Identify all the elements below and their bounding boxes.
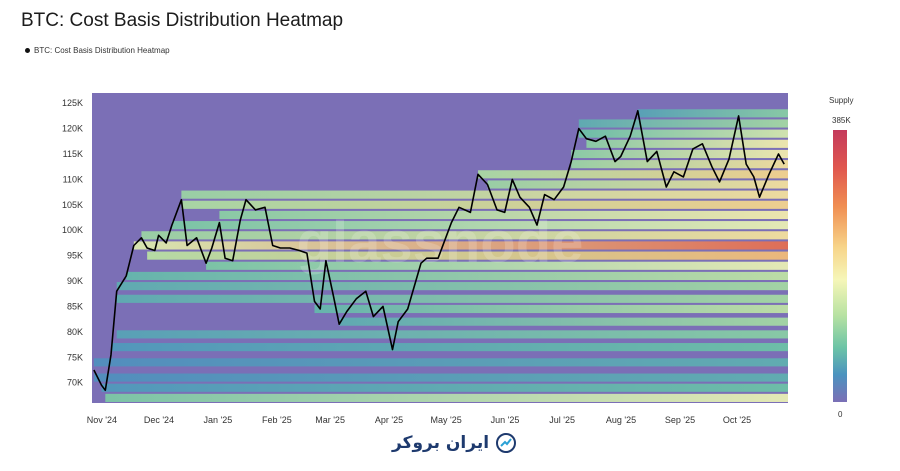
x-tick-label: May '25: [430, 415, 461, 425]
x-tick-label: Jan '25: [204, 415, 233, 425]
y-tick-label: 110K: [63, 174, 83, 184]
y-axis: 70K 75K 80K 85K 90K 95K 100K 105K 110K 115K 120K 12…: [62, 98, 83, 388]
heat-band: [478, 170, 788, 179]
heat-band: [219, 210, 788, 220]
x-tick-label: Jun '25: [491, 415, 520, 425]
heat-band: [93, 358, 789, 367]
heat-band: [105, 393, 789, 402]
y-tick-label: 85K: [67, 301, 83, 311]
legend[interactable]: BTC: Cost Basis Distribution Heatmap: [25, 46, 170, 55]
price-line: [93, 110, 785, 392]
legend-label: BTC: Cost Basis Distribution Heatmap: [34, 46, 170, 55]
heat-band: [586, 139, 788, 148]
price-line-layer: [93, 110, 785, 392]
x-tick-label: Sep '25: [665, 415, 695, 425]
y-tick-label: 90K: [67, 276, 83, 286]
heat-band: [571, 149, 788, 159]
heat-band: [126, 271, 789, 281]
heat-band: [206, 261, 788, 270]
heat-band: [339, 317, 788, 326]
heat-band: [93, 373, 789, 382]
heat-band: [171, 221, 789, 230]
heat-band: [314, 304, 788, 314]
x-tick-label: Feb '25: [262, 415, 292, 425]
heat-band: [116, 282, 788, 291]
colorbar-min-label: 0: [838, 410, 843, 419]
colorbar-title: Supply: [829, 96, 854, 105]
y-tick-label: 115K: [63, 149, 83, 159]
chart-title: BTC: Cost Basis Distribution Heatmap: [21, 10, 344, 31]
heat-band: [578, 129, 788, 138]
y-tick-label: 80K: [67, 327, 83, 337]
watermark: glassnode: [297, 210, 584, 275]
heat-band: [181, 190, 788, 199]
heat-band: [141, 231, 788, 240]
y-tick-label: 125K: [62, 98, 83, 108]
legend-marker: [25, 48, 30, 53]
heat-band: [571, 160, 788, 169]
y-tick-label: 120K: [62, 124, 83, 134]
y-tick-label: 100K: [62, 225, 83, 235]
x-tick-label: Jul '25: [549, 415, 575, 425]
colorbar-max-label: 385K: [832, 116, 851, 125]
heat-band: [578, 119, 788, 128]
heat-band: [487, 180, 788, 189]
y-tick-label: 70K: [67, 378, 83, 388]
heat-band: [101, 383, 789, 392]
heat-band: [116, 330, 788, 339]
x-tick-label: Dec '24: [144, 415, 174, 425]
chart-trend-icon: [496, 433, 517, 453]
brand-text: ایران بروکر: [392, 433, 490, 453]
x-tick-label: Nov '24: [87, 415, 117, 425]
colorbar: [833, 130, 847, 402]
heat-band: [147, 251, 789, 260]
heat-band: [181, 200, 788, 209]
y-tick-label: 75K: [67, 352, 83, 362]
heat-band: [116, 294, 788, 303]
x-tick-label: Apr '25: [375, 415, 403, 425]
heat-band: [133, 241, 788, 250]
x-tick-label: Oct '25: [723, 415, 751, 425]
x-tick-label: Aug '25: [606, 415, 636, 425]
heat-band: [111, 343, 788, 352]
brand-logo: ایران بروکر: [392, 432, 517, 454]
x-tick-label: Mar '25: [315, 415, 345, 425]
y-tick-label: 95K: [67, 251, 83, 261]
y-tick-label: 105K: [62, 200, 83, 210]
x-axis: Nov '24 Dec '24 Jan '25 Feb '25 Mar '25 Apr '…: [87, 415, 751, 425]
heatmap-layer: [92, 93, 789, 403]
heat-band: [637, 109, 788, 118]
